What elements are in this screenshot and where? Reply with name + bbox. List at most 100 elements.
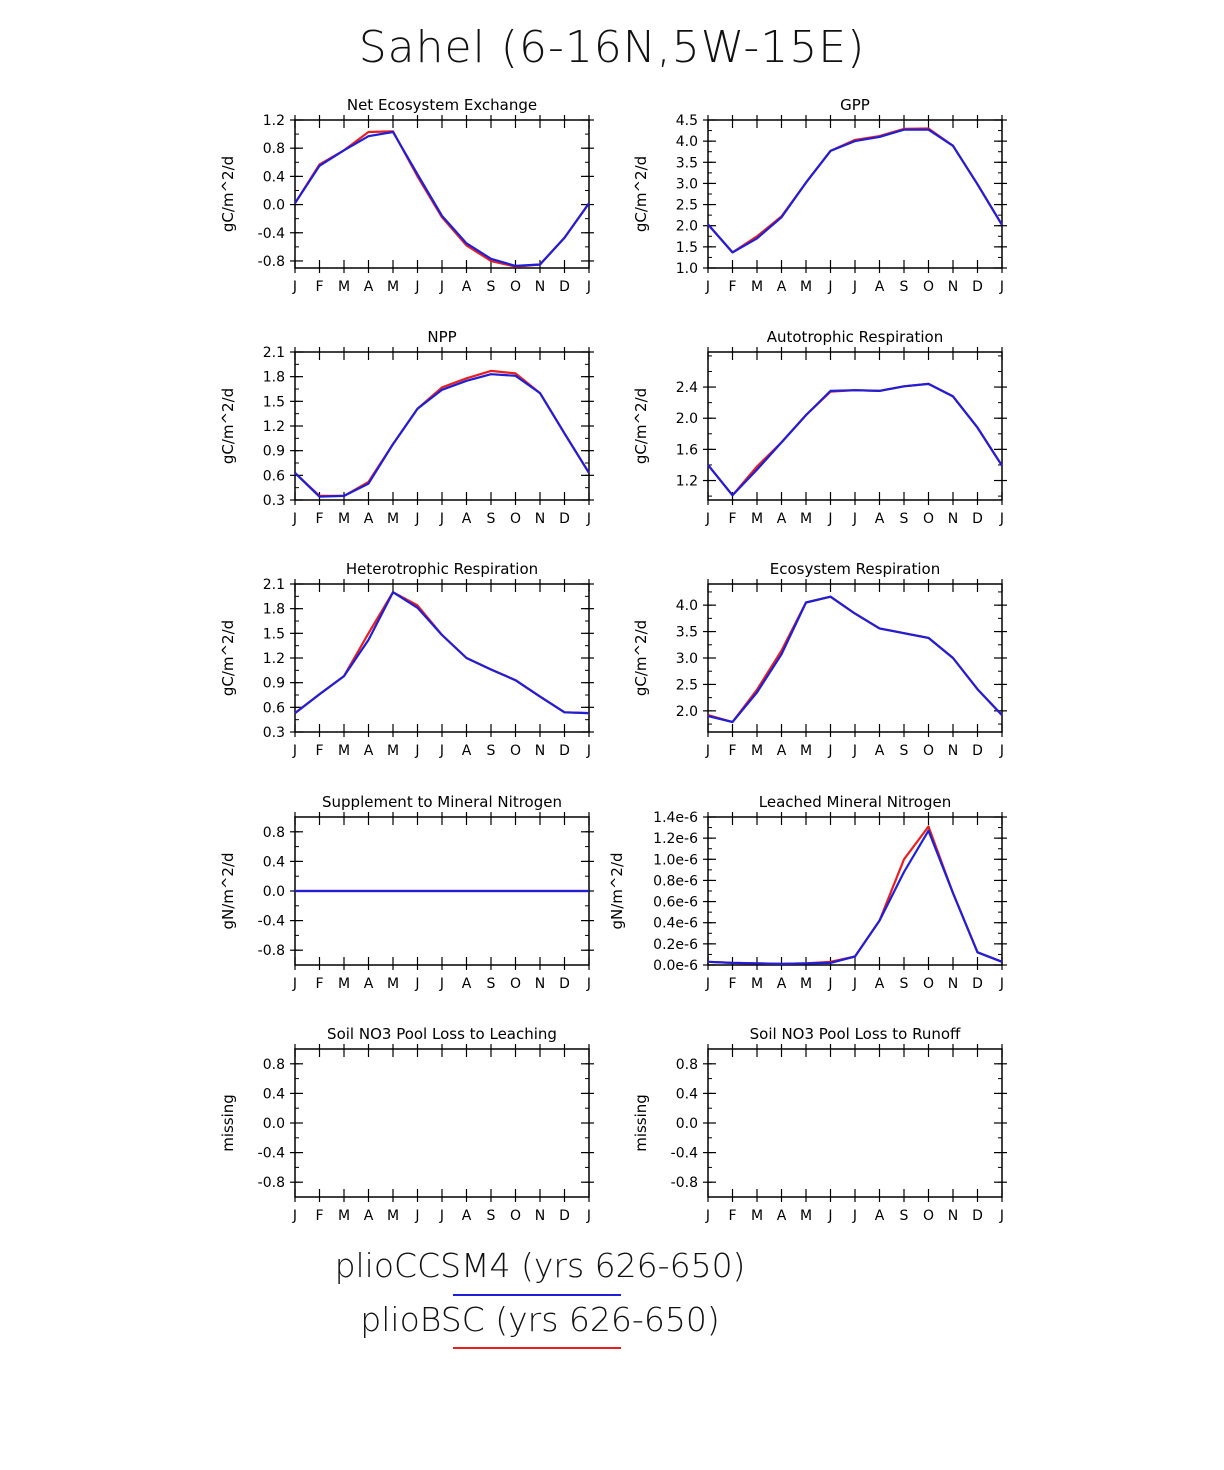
panel-supplement-to-mineral-nitrogen-xtick-label: A — [364, 976, 374, 992]
panel-ecosystem-respiration-ytick-label: 2.5 — [676, 677, 698, 693]
panel-net-ecosystem-exchange-xtick-label: D — [559, 279, 570, 295]
panel-autotrophic-respiration-xtick-label: S — [900, 511, 909, 527]
panel-ecosystem-respiration-title: Ecosystem Respiration — [770, 560, 940, 578]
panel-npp-line-plioccsm4 — [294, 373, 590, 498]
panel-npp-xtick-label: M — [387, 511, 399, 527]
panel-heterotrophic-respiration-ytick-label: 0.9 — [263, 676, 285, 692]
panel-ecosystem-respiration-xtick-label: J — [852, 743, 857, 759]
panel-autotrophic-respiration-xtick-label: M — [800, 511, 812, 527]
panel-heterotrophic-respiration-line-plioccsm4 — [294, 591, 590, 715]
panel-leached-mineral-nitrogen-frame — [707, 816, 1003, 966]
panel-gpp-xtick-label: J — [852, 279, 857, 295]
panel-soil-no3-pool-loss-to-runoff-ytick-label: 0.4 — [676, 1086, 698, 1102]
panel-soil-no3-pool-loss-to-leaching-ylabel: missing — [219, 1094, 237, 1152]
panel-leached-mineral-nitrogen-xtick-label: M — [751, 976, 763, 992]
panel-heterotrophic-respiration-ytick-label: 0.6 — [263, 700, 285, 716]
panel-gpp-xtick-label: S — [900, 279, 909, 295]
panel-leached-mineral-nitrogen-ytick-label: 1.2e-6 — [653, 831, 698, 847]
panel-soil-no3-pool-loss-to-leaching-xtick-label: M — [387, 1208, 399, 1224]
panel-soil-no3-pool-loss-to-runoff-ytick-label: 0.8 — [676, 1057, 698, 1073]
panel-npp-xtick-label: J — [292, 511, 297, 527]
panel-supplement-to-mineral-nitrogen-ytick-label: -0.4 — [258, 914, 285, 930]
panel-supplement-to-mineral-nitrogen-ytick-label: -0.8 — [258, 943, 285, 959]
panel-npp-xtick-label: J — [414, 511, 419, 527]
panel-gpp-xtick-label: M — [751, 279, 763, 295]
panel-npp-ylabel: gC/m^2/d — [219, 388, 237, 464]
panel-heterotrophic-respiration-xtick-label: S — [487, 743, 496, 759]
panel-autotrophic-respiration-xtick-label: A — [875, 511, 885, 527]
panel-soil-no3-pool-loss-to-runoff-xtick-label: M — [800, 1208, 812, 1224]
panel-supplement-to-mineral-nitrogen-xtick-label: J — [414, 976, 419, 992]
panel-supplement-to-mineral-nitrogen-xtick-label: M — [338, 976, 350, 992]
panel-soil-no3-pool-loss-to-leaching-xtick-label: D — [559, 1208, 570, 1224]
panel-npp-xtick-label: A — [462, 511, 472, 527]
panel-ecosystem-respiration-ylabel: gC/m^2/d — [632, 620, 650, 696]
panel-soil-no3-pool-loss-to-runoff-xtick-label: N — [948, 1208, 958, 1224]
panel-soil-no3-pool-loss-to-leaching-frame — [294, 1048, 590, 1198]
panel-gpp-ytick-label: 3.5 — [676, 155, 698, 171]
panel-autotrophic-respiration-ytick-label: 1.6 — [676, 442, 698, 458]
panel-npp-ytick-label: 0.6 — [263, 468, 285, 484]
panel-heterotrophic-respiration-xtick-label: O — [510, 743, 521, 759]
panel-net-ecosystem-exchange-xtick-label: F — [315, 279, 323, 295]
panel-net-ecosystem-exchange-xtick-label: S — [487, 279, 496, 295]
panel-gpp-xtick-label: A — [777, 279, 787, 295]
panel-soil-no3-pool-loss-to-runoff-xtick-label: J — [827, 1208, 832, 1224]
panel-net-ecosystem-exchange-title: Net Ecosystem Exchange — [347, 96, 537, 114]
panel-ecosystem-respiration-xtick-label: A — [875, 743, 885, 759]
legend-swatch-pliocccsm4 — [453, 1294, 621, 1296]
panel-soil-no3-pool-loss-to-runoff-xtick-label: F — [728, 1208, 736, 1224]
panel-gpp-xtick-label: J — [999, 279, 1004, 295]
panel-soil-no3-pool-loss-to-runoff-xtick-label: D — [972, 1208, 983, 1224]
panel-gpp-xtick-label: F — [728, 279, 736, 295]
panel-soil-no3-pool-loss-to-leaching-xtick-label: S — [487, 1208, 496, 1224]
panel-leached-mineral-nitrogen-xtick-label: J — [827, 976, 832, 992]
panel-npp-xtick-label: S — [487, 511, 496, 527]
page-title: Sahel (6-16N,5W-15E) — [358, 22, 866, 73]
panel-soil-no3-pool-loss-to-runoff-xtick-label: S — [900, 1208, 909, 1224]
panel-supplement-to-mineral-nitrogen-xtick-label: J — [586, 976, 591, 992]
legend-label-pliocccsm4: plioCCSM4 (yrs 626-650) — [334, 1246, 746, 1285]
panel-gpp-ytick-label: 3.0 — [676, 176, 698, 192]
panel-soil-no3-pool-loss-to-leaching-ytick-label: 0.8 — [263, 1057, 285, 1073]
panel-net-ecosystem-exchange-xtick-label: J — [586, 279, 591, 295]
panel-ecosystem-respiration-xtick-label: M — [800, 743, 812, 759]
panel-heterotrophic-respiration-ytick-label: 1.5 — [263, 626, 285, 642]
panel-leached-mineral-nitrogen-ytick-label: 0.0e-6 — [653, 958, 698, 974]
panel-npp-xtick-label: J — [586, 511, 591, 527]
panel-ecosystem-respiration-xtick-label: S — [900, 743, 909, 759]
panel-supplement-to-mineral-nitrogen: Supplement to Mineral Nitrogen gN/m^2/d J F… — [219, 793, 594, 992]
panel-heterotrophic-respiration-ytick-label: 1.2 — [263, 651, 285, 667]
legend-label-pliobsc: plioBSC (yrs 626-650) — [360, 1300, 720, 1339]
panel-soil-no3-pool-loss-to-leaching-xtick-label: J — [439, 1208, 444, 1224]
panel-gpp-ytick-label: 1.5 — [676, 240, 698, 256]
panel-supplement-to-mineral-nitrogen-title: Supplement to Mineral Nitrogen — [322, 793, 562, 811]
panel-ecosystem-respiration-xtick-label: A — [777, 743, 787, 759]
panel-soil-no3-pool-loss-to-leaching-ytick-label: -0.4 — [258, 1146, 285, 1162]
panel-autotrophic-respiration-xtick-label: M — [751, 511, 763, 527]
panel-heterotrophic-respiration-ytick-label: 2.1 — [263, 577, 285, 593]
panel-autotrophic-respiration-xtick-label: D — [972, 511, 983, 527]
panel-leached-mineral-nitrogen-ytick-label: 0.4e-6 — [653, 916, 698, 932]
panel-autotrophic-respiration-xtick-label: J — [999, 511, 1004, 527]
panel-autotrophic-respiration-frame — [707, 351, 1003, 501]
panel-ecosystem-respiration-xtick-label: J — [705, 743, 710, 759]
panel-soil-no3-pool-loss-to-runoff-frame — [707, 1048, 1003, 1198]
panel-autotrophic-respiration-ytick-label: 2.4 — [676, 380, 698, 396]
panel-soil-no3-pool-loss-to-leaching-ytick-label: 0.4 — [263, 1086, 285, 1102]
panel-leached-mineral-nitrogen-xtick-label: F — [728, 976, 736, 992]
panel-autotrophic-respiration-xtick-label: N — [948, 511, 958, 527]
panel-gpp-xtick-label: J — [827, 279, 832, 295]
panel-heterotrophic-respiration-ytick-label: 0.3 — [263, 725, 285, 741]
panel-supplement-to-mineral-nitrogen-xtick-label: F — [315, 976, 323, 992]
panel-autotrophic-respiration-xtick-label: A — [777, 511, 787, 527]
panel-supplement-to-mineral-nitrogen-xtick-label: S — [487, 976, 496, 992]
panel-soil-no3-pool-loss-to-runoff-xtick-label: O — [923, 1208, 934, 1224]
panel-soil-no3-pool-loss-to-leaching-xtick-label: F — [315, 1208, 323, 1224]
